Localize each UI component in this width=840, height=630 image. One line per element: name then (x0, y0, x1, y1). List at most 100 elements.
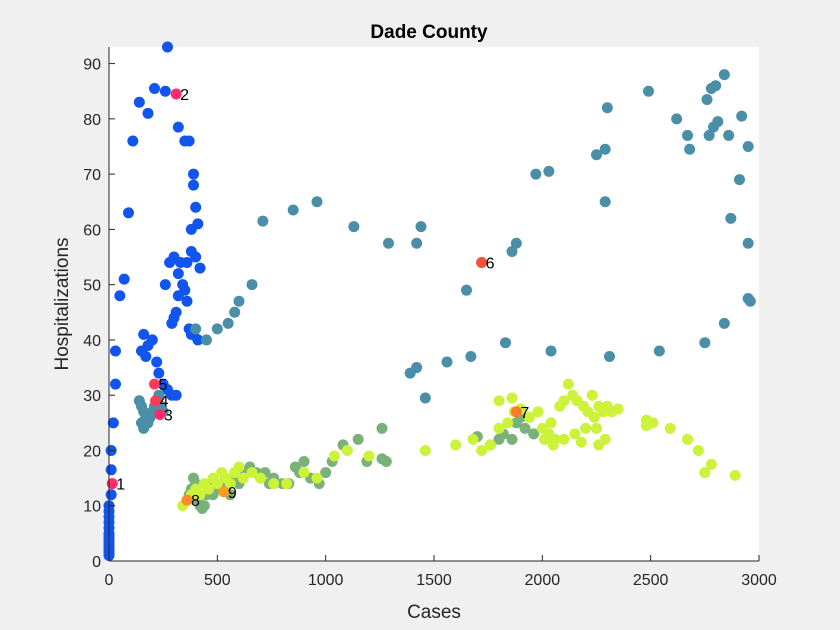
data-point (224, 478, 236, 490)
data-point (311, 472, 323, 484)
data-point (530, 168, 542, 180)
data-point (575, 436, 587, 448)
data-point (311, 196, 323, 208)
annotation-label: 3 (164, 408, 173, 425)
x-axis-ticks: 0 500 1000 1500 2000 2500 3000 (105, 555, 777, 589)
x-tick-label: 2500 (633, 572, 669, 589)
annotation-label: 1 (116, 477, 125, 494)
highlight-point (476, 257, 488, 269)
data-point (380, 456, 392, 468)
data-point (363, 450, 375, 462)
data-point (461, 284, 472, 296)
data-point (476, 444, 488, 456)
data-point (736, 110, 748, 122)
data-point (415, 221, 427, 233)
data-point (140, 351, 152, 363)
data-point (742, 237, 754, 249)
data-point (710, 80, 722, 92)
data-point (118, 273, 130, 285)
data-point (203, 483, 215, 495)
y-tick-label: 80 (83, 112, 101, 129)
data-point (701, 94, 713, 106)
data-point (105, 464, 117, 476)
data-point (723, 129, 735, 141)
data-point (133, 96, 145, 108)
data-point (599, 143, 611, 155)
data-point (718, 69, 730, 81)
data-point (194, 489, 206, 501)
data-point (194, 262, 206, 274)
data-point (107, 417, 119, 429)
data-point (562, 378, 574, 390)
highlight-point (181, 494, 193, 506)
data-point (287, 204, 299, 216)
data-point (493, 422, 505, 434)
data-point (166, 317, 178, 329)
data-point (298, 456, 310, 468)
data-point (159, 279, 171, 291)
data-point (510, 237, 522, 249)
data-point (172, 268, 184, 280)
data-point (599, 196, 611, 208)
highlight-point (170, 88, 182, 100)
data-point (172, 121, 184, 133)
y-tick-label: 70 (83, 167, 101, 184)
x-tick-label: 500 (204, 572, 231, 589)
annotation-label: 6 (486, 256, 495, 273)
data-point (411, 237, 423, 249)
data-point (404, 367, 416, 379)
data-point (229, 306, 241, 318)
data-point (246, 279, 258, 291)
data-point (192, 334, 204, 346)
data-point (640, 420, 652, 432)
data-point (268, 478, 280, 490)
data-point (699, 337, 711, 349)
x-tick-label: 1500 (416, 572, 452, 589)
data-point (725, 212, 737, 224)
data-point (341, 444, 353, 456)
data-point (188, 179, 199, 191)
data-point (588, 411, 600, 423)
highlight-point (149, 378, 160, 390)
y-tick-label: 60 (83, 222, 101, 239)
data-point (506, 245, 518, 257)
data-point (705, 458, 717, 470)
data-point (192, 218, 204, 230)
data-point (523, 411, 535, 423)
data-point (149, 82, 160, 94)
data-point (257, 215, 269, 227)
data-point (580, 422, 592, 434)
data-point (383, 237, 394, 249)
data-point (729, 469, 741, 481)
data-point (352, 433, 364, 445)
x-tick-label: 3000 (741, 572, 777, 589)
data-point (348, 221, 360, 233)
y-axis-label: Hospitalizations (52, 237, 73, 370)
data-point (506, 433, 518, 445)
data-point (682, 129, 693, 141)
data-point (586, 389, 598, 401)
data-point (682, 433, 693, 445)
data-point (188, 168, 199, 180)
data-point (543, 165, 555, 177)
data-point (255, 472, 267, 484)
data-point (484, 439, 496, 451)
data-point (684, 143, 696, 155)
data-point (183, 135, 195, 147)
annotation-label: 8 (191, 493, 200, 510)
data-point (502, 417, 514, 429)
data-point (612, 403, 624, 415)
annotation-label: 7 (520, 405, 529, 422)
y-tick-label: 40 (83, 333, 101, 350)
data-point (532, 406, 544, 418)
y-tick-label: 50 (83, 278, 101, 295)
data-point (190, 251, 202, 263)
y-axis-ticks: 0 10 20 30 40 50 60 70 80 90 (83, 57, 115, 571)
chart-title: Dade County (370, 22, 488, 43)
data-point (211, 478, 223, 490)
data-point (450, 439, 462, 451)
x-tick-label: 1000 (308, 572, 344, 589)
data-point (151, 356, 163, 368)
data-point (190, 201, 202, 213)
